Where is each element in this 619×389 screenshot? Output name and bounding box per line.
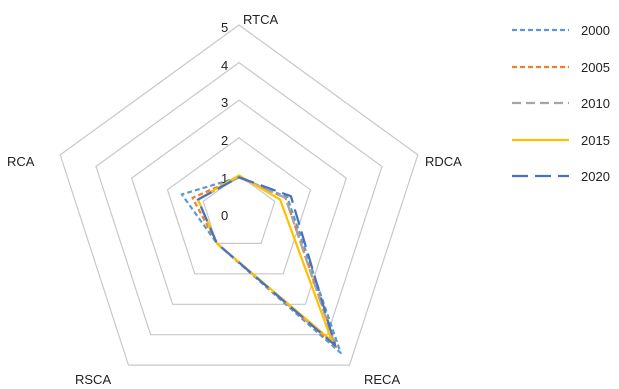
legend-item-2020: 2020 — [512, 169, 610, 184]
axis-label-rca: RCA — [7, 154, 35, 169]
legend-label-2020: 2020 — [581, 169, 610, 184]
legend-item-2015: 2015 — [512, 133, 610, 148]
legend-item-2000: 2000 — [512, 23, 610, 38]
series-lines — [180, 174, 342, 354]
radar-grid — [59, 24, 419, 366]
legend-label-2000: 2000 — [581, 23, 610, 38]
legend-label-2010: 2010 — [581, 96, 610, 111]
legend-item-2010: 2010 — [512, 96, 610, 111]
legend-label-2015: 2015 — [581, 133, 610, 148]
series-line-2000 — [180, 176, 342, 354]
axis-label-rdca: RDCA — [425, 154, 462, 169]
series-line-2015 — [196, 174, 333, 342]
tick-label-3: 3 — [221, 95, 228, 110]
legend: 2000 2005 2010 2015 2020 — [512, 23, 610, 184]
series-line-2020 — [196, 176, 337, 347]
axis-label-reca: RECA — [364, 372, 400, 387]
axis-label-rtca: RTCA — [243, 12, 278, 27]
axis-labels: RTCA RDCA RECA RSCA RCA — [7, 12, 462, 387]
grid-ring-1 — [202, 174, 276, 244]
tick-label-4: 4 — [221, 58, 228, 73]
series-line-2005 — [191, 176, 338, 348]
grid-ring-2 — [166, 137, 312, 275]
grid-ring-3 — [130, 99, 348, 305]
tick-label-5: 5 — [221, 20, 228, 35]
grid-ring-4 — [95, 61, 383, 336]
legend-label-2005: 2005 — [581, 60, 610, 75]
tick-labels: 0 1 2 3 4 5 — [221, 20, 228, 223]
legend-item-2005: 2005 — [512, 60, 610, 75]
series-line-2010 — [196, 176, 337, 347]
tick-label-1: 1 — [221, 171, 228, 186]
tick-label-0: 0 — [221, 208, 228, 223]
tick-label-2: 2 — [221, 133, 228, 148]
axis-label-rsca: RSCA — [75, 372, 111, 387]
grid-ring-5 — [59, 24, 419, 366]
